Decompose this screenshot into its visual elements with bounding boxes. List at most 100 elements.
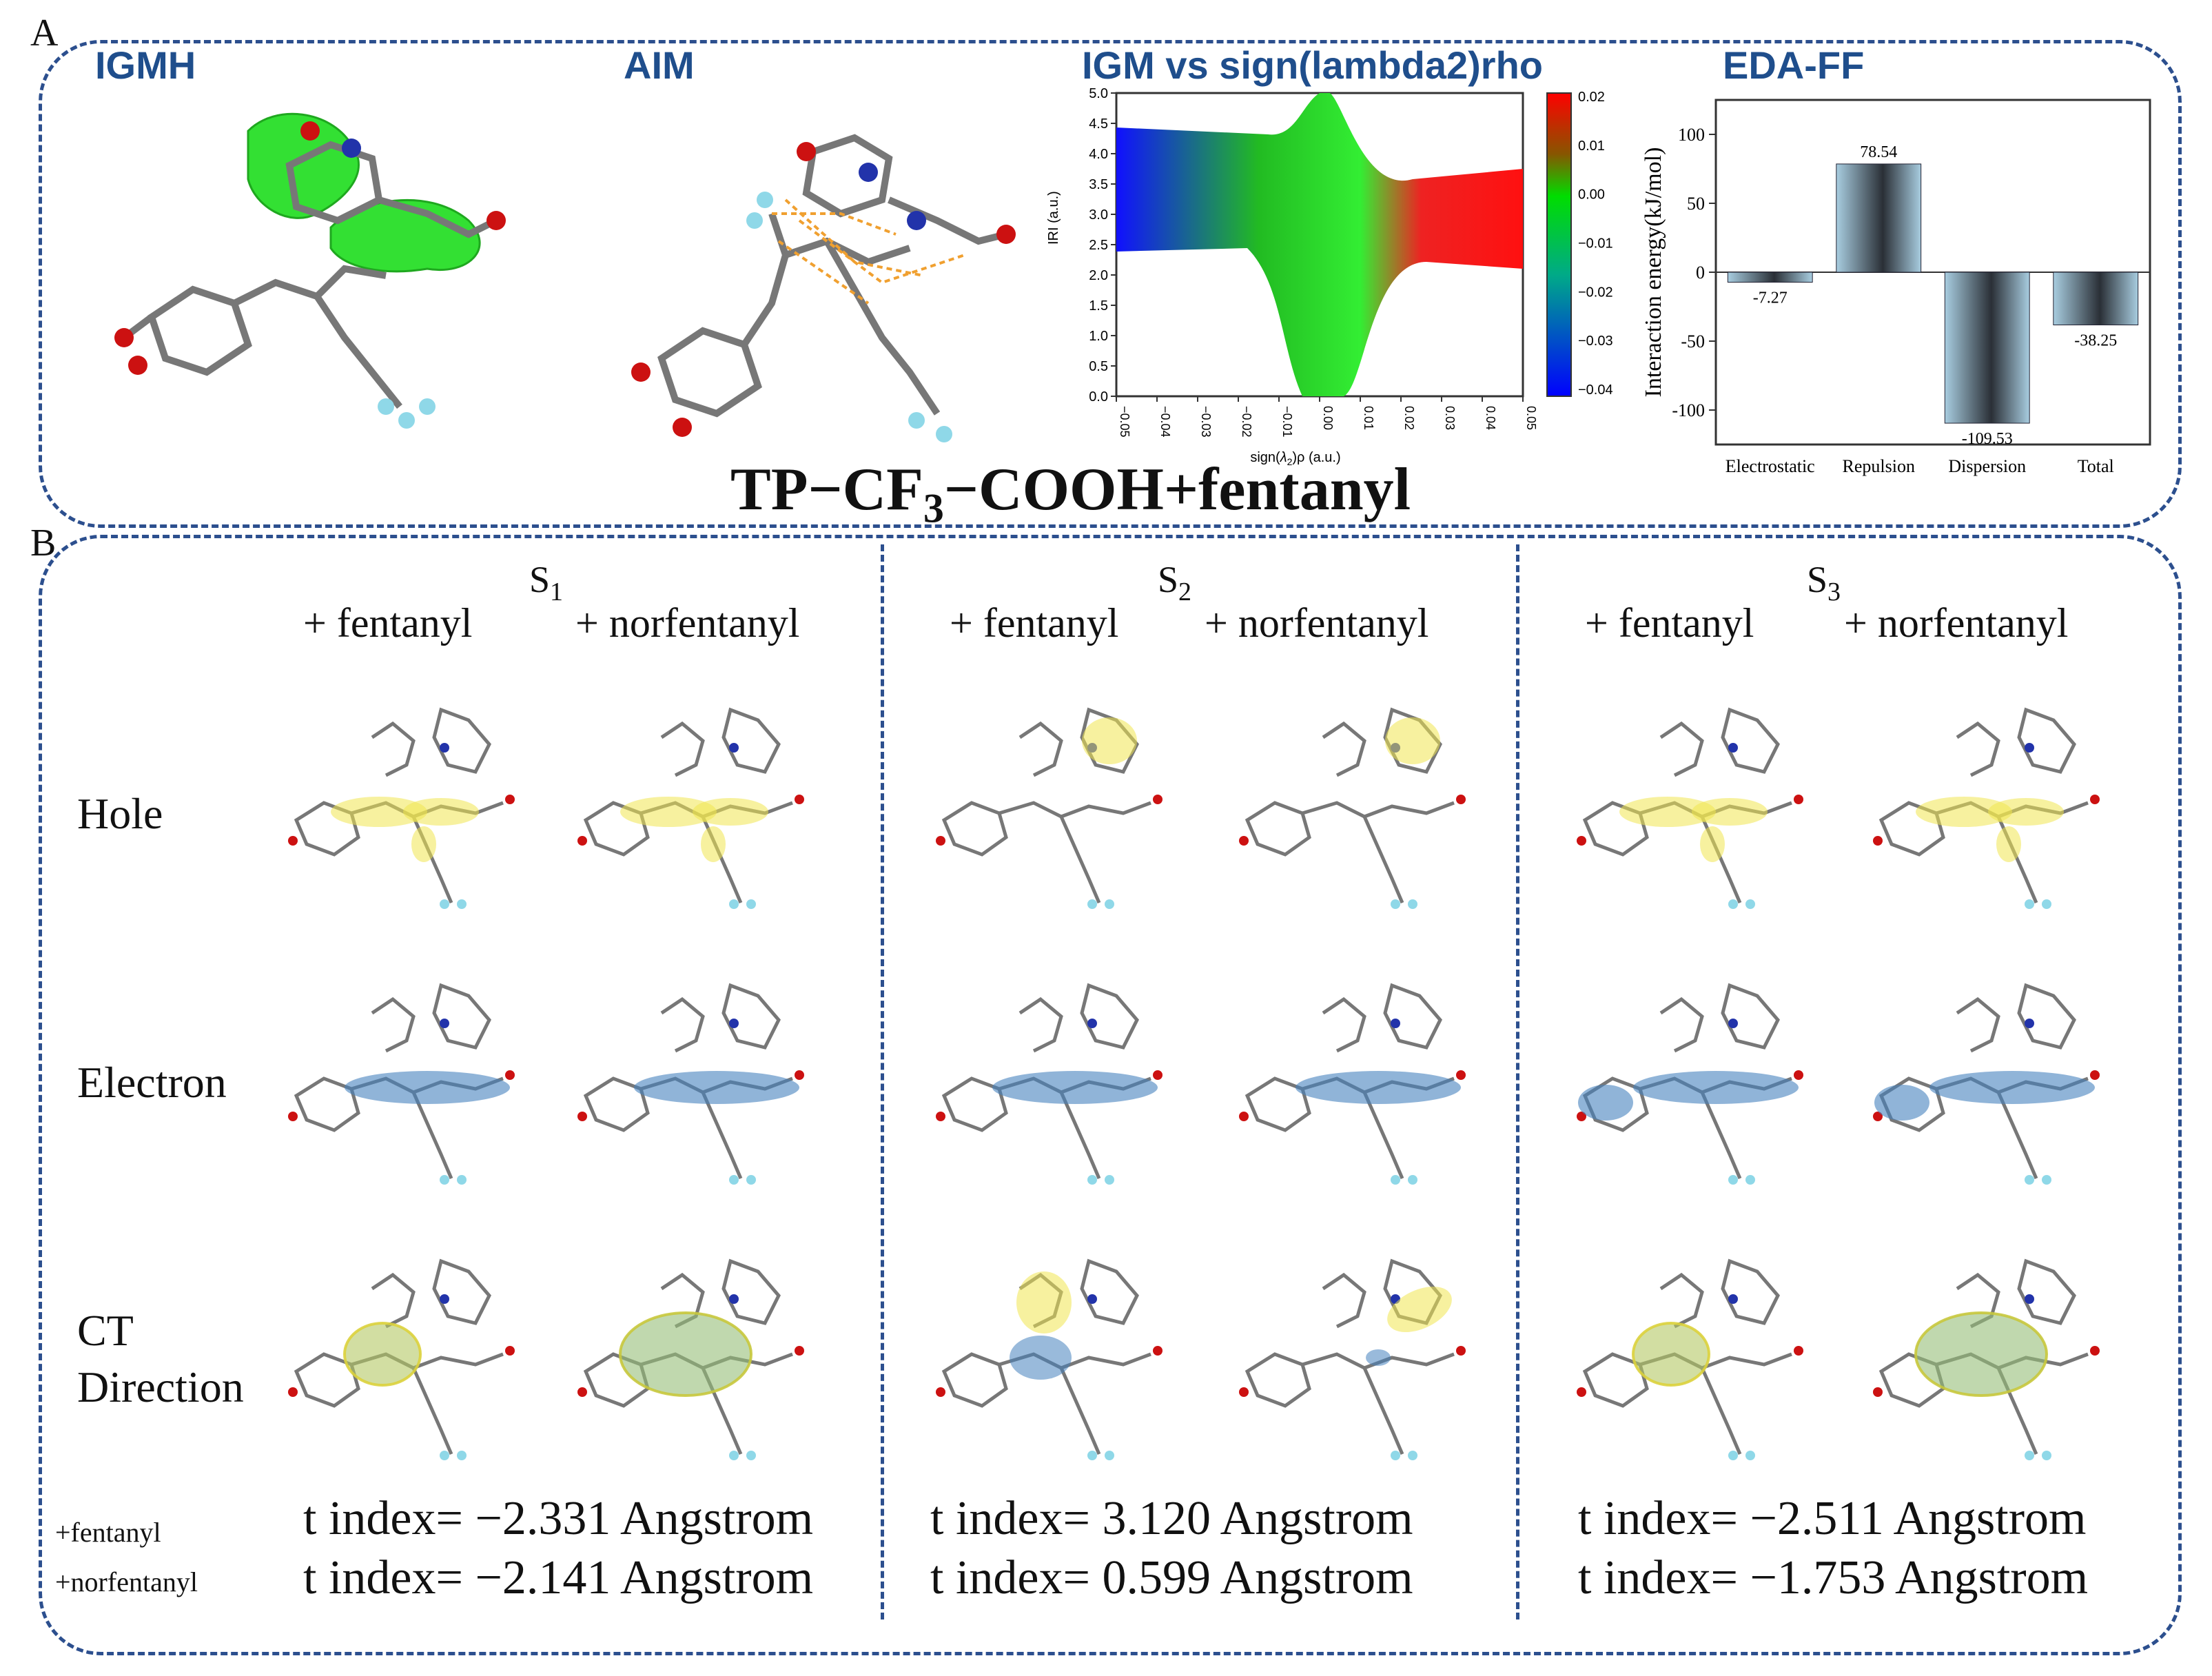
state-s1: S1 xyxy=(529,559,564,606)
igm-x-ticks: −0.05 −0.04 −0.03 −0.02 −0.01 0.00 0.01 0.02 0.0… xyxy=(1116,396,1538,438)
panel-a-letter: A xyxy=(30,12,59,54)
hole-isosurface xyxy=(701,826,726,862)
fluorine-atom xyxy=(1391,1175,1400,1185)
nitrogen-atom xyxy=(729,743,739,753)
nitrogen-atom xyxy=(1087,1019,1097,1028)
eda-bar-value-label: 78.54 xyxy=(1860,143,1897,161)
fluorine-atom xyxy=(419,398,436,415)
eda-y-tick-label: -50 xyxy=(1681,331,1705,351)
igm-x-tick-label: 0.05 xyxy=(1524,406,1538,430)
fluorine-atom xyxy=(1087,899,1097,909)
oxygen-atom xyxy=(487,211,506,230)
ct-electron-ellipsoid xyxy=(1366,1349,1391,1366)
fluorine-atom xyxy=(1728,1451,1738,1460)
oxygen-atom xyxy=(114,328,134,347)
oxygen-atom xyxy=(288,1387,298,1397)
nitrogen-atom xyxy=(2025,743,2034,753)
fluorine-atom xyxy=(1105,1175,1114,1185)
eda-bar xyxy=(1727,272,1813,283)
fluorine-atom xyxy=(1745,1175,1755,1185)
orbital-molecule-hole xyxy=(936,707,1163,909)
nitrogen-atom xyxy=(1391,1019,1400,1028)
igm-scatter-cloud xyxy=(1116,93,1523,396)
electron-isosurface xyxy=(1633,1071,1799,1104)
header-s1-norfentanyl: + norfentanyl xyxy=(575,600,800,646)
fluorine-atom xyxy=(729,899,739,909)
tindex-s3-norfentanyl: t index= −1.753 Angstrom xyxy=(1578,1551,2089,1604)
ct-hole-ellipsoid xyxy=(1387,1286,1452,1333)
igm-title: IGM vs sign(lambda2)rho xyxy=(1082,43,1543,87)
oxygen-atom xyxy=(1577,1112,1586,1121)
eda-y-tick-label: -100 xyxy=(1672,400,1705,420)
hole-isosurface xyxy=(1988,798,2064,826)
oxygen-atom xyxy=(505,795,515,804)
column-divider-1 xyxy=(881,544,884,1619)
oxygen-atom xyxy=(288,836,298,846)
eda-category-label: Electrostatic xyxy=(1725,456,1815,476)
electron-isosurface xyxy=(634,1071,799,1104)
eda-bar xyxy=(1836,163,1922,273)
eda-category-label: Dispersion xyxy=(1948,456,2026,476)
hole-isosurface xyxy=(1916,797,2012,827)
compound-title: TP−CF3−COOH+fentanyl xyxy=(730,456,1411,531)
electron-isosurface xyxy=(1296,1071,1461,1104)
eda-category-label: Total xyxy=(2078,456,2114,476)
fluorine-atom xyxy=(2042,899,2051,909)
igm-scatter-plot: IRI (a.u.) sign(λ2)ρ (a.u.) −0.05 −0.04 −0… xyxy=(1046,86,1613,467)
tindex-s2-norfentanyl: t index= 0.599 Angstrom xyxy=(930,1551,1413,1604)
hole-isosurface xyxy=(1692,798,1768,826)
oxygen-atom xyxy=(936,1387,945,1397)
igm-x-tick-label: 0.04 xyxy=(1484,406,1497,430)
igm-y-tick-label: 3.5 xyxy=(1089,177,1108,192)
eda-y-tick-label: 0 xyxy=(1696,263,1705,283)
igm-colorbar-tick-label: −0.03 xyxy=(1578,334,1613,349)
fluorine-atom xyxy=(908,412,925,429)
tindex-s1-norfentanyl: t index= −2.141 Angstrom xyxy=(303,1551,814,1604)
column-divider-2 xyxy=(1516,544,1519,1619)
oxygen-atom xyxy=(797,142,816,161)
orbital-molecule-ct xyxy=(577,1258,804,1460)
nitrogen-atom xyxy=(440,1294,449,1304)
fluorine-atom xyxy=(440,1451,449,1460)
igm-y-tick-label: 3.0 xyxy=(1089,207,1108,223)
oxygen-atom xyxy=(936,836,945,846)
igm-y-tick-label: 4.5 xyxy=(1089,116,1108,132)
hole-isosurface xyxy=(411,826,436,862)
oxygen-atom xyxy=(631,362,651,382)
hole-isosurface xyxy=(1385,717,1440,764)
nitrogen-atom xyxy=(859,163,878,182)
nitrogen-atom xyxy=(1728,1294,1738,1304)
header-s3-norfentanyl: + norfentanyl xyxy=(1844,600,2069,646)
nitrogen-atom xyxy=(907,211,926,230)
fluorine-atom xyxy=(729,1175,739,1185)
eda-category-label: Repulsion xyxy=(1843,456,1915,476)
electron-isosurface xyxy=(1929,1071,2095,1104)
orbital-molecule-ct xyxy=(1239,1258,1466,1460)
nitrogen-atom xyxy=(2025,1019,2034,1028)
igm-colorbar-tick-label: 0.00 xyxy=(1578,187,1605,203)
fluorine-atom xyxy=(440,899,449,909)
row-label-hole: Hole xyxy=(77,789,163,838)
fluorine-atom xyxy=(936,426,952,442)
fluorine-atom xyxy=(2025,899,2034,909)
igm-ylabel: IRI (a.u.) xyxy=(1046,191,1061,245)
nitrogen-atom xyxy=(729,1294,739,1304)
oxygen-atom xyxy=(2090,1346,2100,1356)
fluorine-atom xyxy=(457,899,467,909)
oxygen-atom xyxy=(1794,1346,1803,1356)
fluorine-atom xyxy=(1391,1451,1400,1460)
eda-bar xyxy=(1944,272,2030,424)
aim-molecule-image xyxy=(631,134,1016,442)
orbital-molecule-electron xyxy=(1577,983,1803,1185)
oxygen-atom xyxy=(1577,1387,1586,1397)
fluorine-atom xyxy=(729,1451,739,1460)
orbital-molecule-electron xyxy=(577,983,804,1185)
electron-isosurface xyxy=(1578,1085,1633,1121)
nitrogen-atom xyxy=(1728,1019,1738,1028)
fluorine-atom xyxy=(398,412,415,429)
igm-x-tick-label: −0.05 xyxy=(1118,406,1131,438)
orbital-molecule-electron xyxy=(288,983,515,1185)
igmh-title: IGMH xyxy=(95,43,196,87)
orbital-molecule-ct xyxy=(288,1258,515,1460)
igm-x-tick-label: −0.01 xyxy=(1280,406,1294,438)
